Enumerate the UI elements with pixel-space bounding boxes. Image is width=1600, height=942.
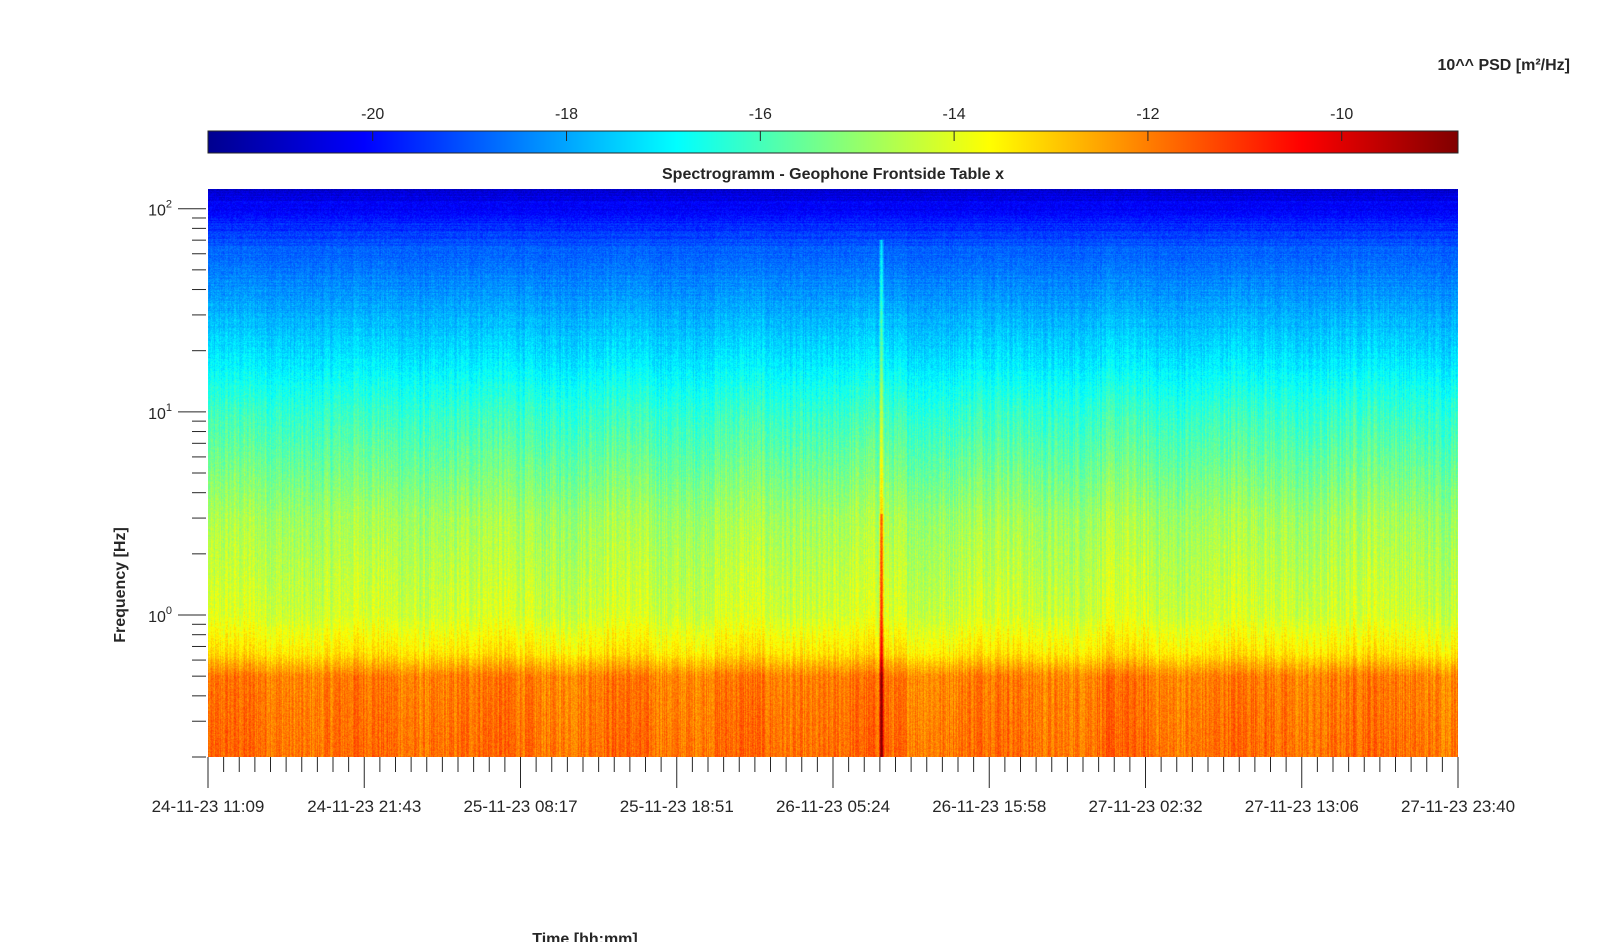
x-tick-label: 26-11-23 15:58 [932, 797, 1046, 816]
chart-title: Spectrogramm - Geophone Frontside Table … [662, 166, 1004, 183]
x-tick-label: 25-11-23 18:51 [620, 797, 734, 816]
spectrogram-heatmap [208, 189, 1458, 757]
y-axis-label: Frequency [Hz] [112, 527, 129, 643]
y-axis: 100 101 102 [148, 199, 206, 758]
colorbar-ticks: -20 -18 -16 -14 -12 -10 [361, 106, 1353, 141]
colorbar-tick-label: -10 [1330, 106, 1353, 123]
colorbar-tick-label: -16 [749, 106, 772, 123]
x-tick-label: 27-11-23 23:40 [1401, 797, 1515, 816]
y-tick-label: 102 [148, 199, 172, 220]
colorbar: -20 -18 -16 -14 -12 -10 10^^ PSD [m²/Hz] [207, 57, 1570, 154]
colorbar-tick-label: -12 [1136, 106, 1159, 123]
x-tick-label: 25-11-23 08:17 [463, 797, 577, 816]
y-tick-label: 100 [148, 605, 172, 626]
x-tick-label: 27-11-23 02:32 [1088, 797, 1202, 816]
colorbar-frame [207, 130, 1459, 154]
x-axis: 24-11-23 11:09 24-11-23 21:43 25-11-23 08:… [152, 757, 1515, 816]
x-tick-label: 27-11-23 13:06 [1245, 797, 1359, 816]
x-tick-label: 26-11-23 05:24 [776, 797, 890, 816]
y-tick-label: 101 [148, 402, 172, 423]
colorbar-tick-label: -20 [361, 106, 384, 123]
x-tick-label: 24-11-23 21:43 [307, 797, 421, 816]
plot-area [208, 189, 1458, 757]
colorbar-tick-label: -14 [943, 106, 966, 123]
colorbar-label: 10^^ PSD [m²/Hz] [1438, 57, 1570, 74]
colorbar-tick-label: -18 [555, 106, 578, 123]
x-tick-label: 24-11-23 11:09 [152, 797, 265, 816]
colorbar-gradient [208, 131, 1458, 153]
x-axis-label: Time [hh:mm] [532, 931, 637, 942]
